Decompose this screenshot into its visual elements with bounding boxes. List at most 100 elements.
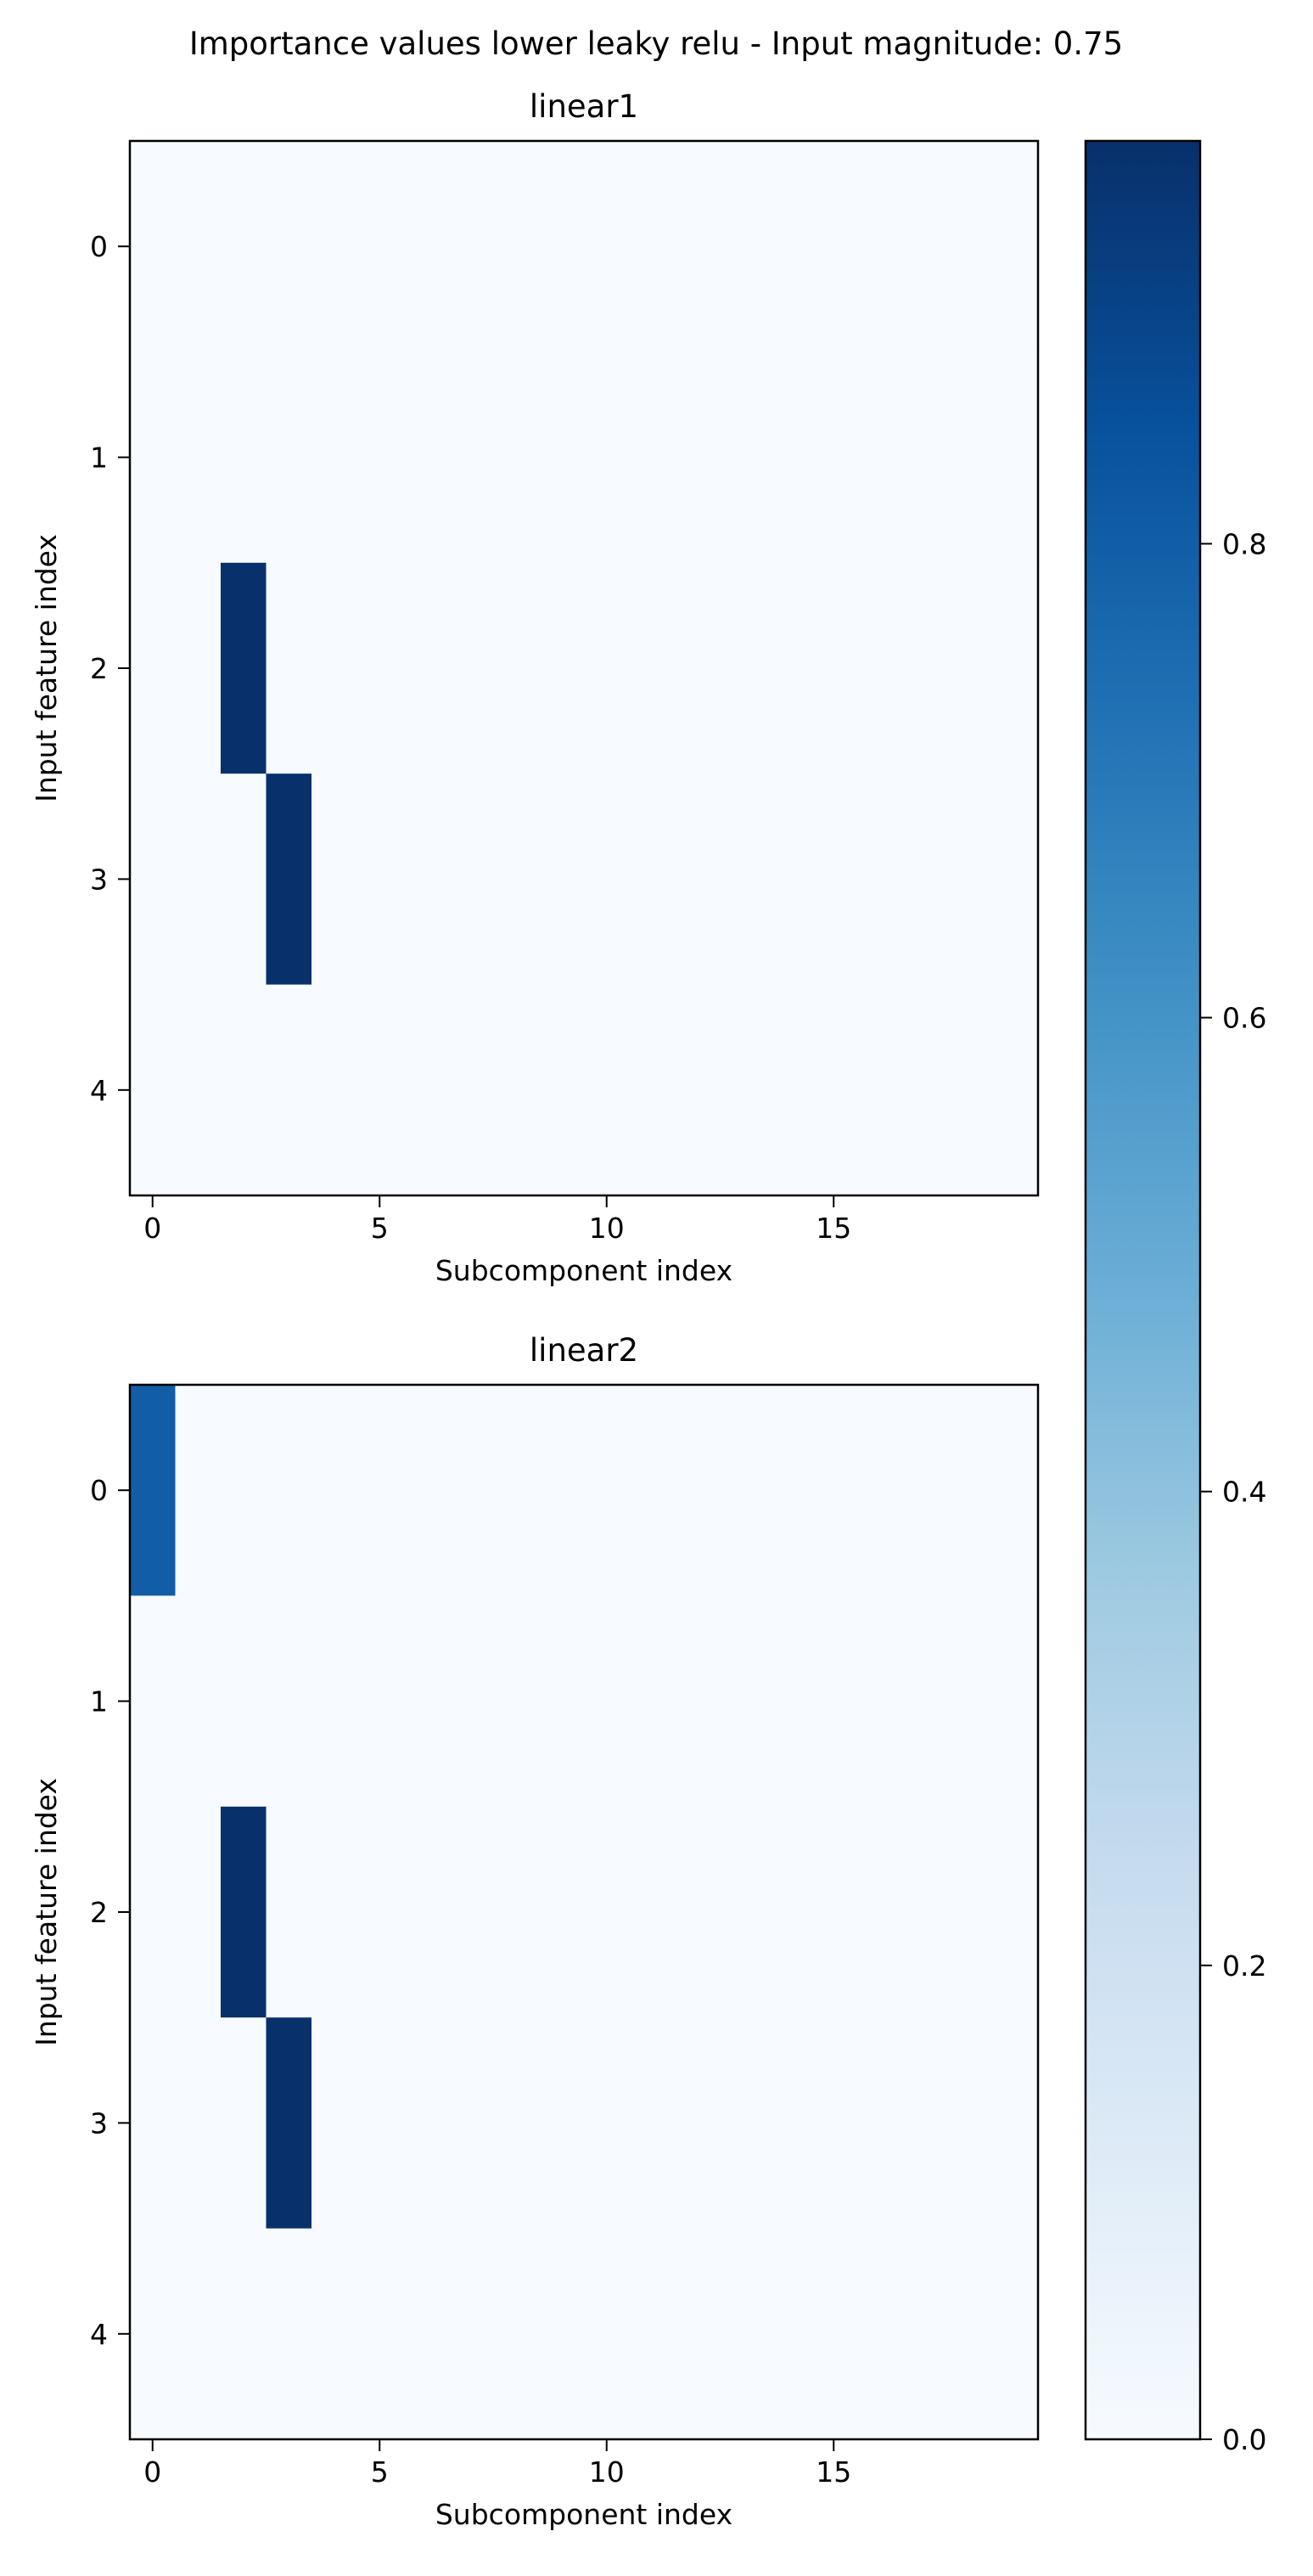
heatmap-cell [266,1595,312,1808]
heatmap-cell [538,562,585,774]
heatmap-cell [356,562,403,774]
y-tick-label: 2 [90,652,108,685]
heatmap-cell [720,352,766,564]
heatmap-cell [629,562,676,774]
heatmap-cell [992,562,1039,774]
heatmap-cell [311,562,358,774]
heatmap-cell [947,2228,994,2440]
heatmap-cell [356,352,403,564]
heatmap-cell [266,984,312,1196]
figure-title: Importance values lower leaky relu - Inp… [189,25,1123,62]
heatmap-cell [175,1595,222,1808]
heatmap-cell [402,773,449,986]
heatmap-cell [901,2017,948,2230]
heatmap-cell [538,141,585,352]
heatmap-cell [493,141,540,352]
heatmap-cell [538,2017,585,2230]
heatmap-cell [130,562,177,774]
heatmap-cell [947,562,994,774]
heatmap-cell [311,352,358,564]
heatmap-cell [675,2017,721,2230]
heatmap-cell [130,2228,177,2440]
heatmap-cell [356,1806,403,2018]
heatmap-cell [811,1595,857,1808]
heatmap-cell [402,2017,449,2230]
heatmap-cell [675,562,721,774]
heatmap-cell [493,984,540,1196]
heatmap-cell [766,2228,812,2440]
heatmap-cell [720,984,766,1196]
x-tick-label: 5 [371,2455,389,2489]
colorbar-tick-label: 0.6 [1222,1002,1266,1035]
heatmap-cell [356,773,403,986]
heatmap-cell [538,984,585,1196]
heatmap-cell [447,352,494,564]
heatmap-cell [175,773,222,986]
heatmap-cell [901,984,948,1196]
heatmap-cell [992,2228,1039,2440]
heatmap-cell [856,562,903,774]
x-axis-label: Subcomponent index [435,2498,732,2531]
heatmap-cell [493,562,540,774]
heatmap-cell [720,141,766,352]
heatmap-cell [584,984,631,1196]
heatmap-cell [584,1385,631,1596]
heatmap-cell [675,1385,721,1596]
heatmap-cell [356,2228,403,2440]
heatmap-cell [901,141,948,352]
heatmap-cell [766,2017,812,2230]
heatmap-cell [311,773,358,986]
heatmap-cell [947,2017,994,2230]
heatmap-cell [856,1385,903,1596]
heatmap-cell [447,1595,494,1808]
heatmap-cell [266,562,312,774]
heatmap-cell [221,1385,267,1596]
panel-title: linear1 [530,88,638,125]
heatmap-cell [447,773,494,986]
heatmap-cell [992,1385,1039,1596]
heatmap-cell [130,141,177,352]
y-tick-label: 0 [90,230,108,263]
x-tick-label: 15 [816,2455,851,2489]
heatmap-cell [266,141,312,352]
heatmap-cell [675,1595,721,1808]
heatmap-cell [221,773,267,986]
colorbar-gradient [1086,141,1200,2439]
heatmap-cell [766,1806,812,2018]
panel-title: linear2 [530,1332,638,1369]
y-tick-label: 3 [90,2106,108,2140]
heatmap-cell [947,352,994,564]
heatmap-cell [311,2017,358,2230]
heatmap-cell [766,562,812,774]
heatmap-cell [493,352,540,564]
y-tick-label: 1 [90,1685,108,1718]
heatmap-cell [402,984,449,1196]
heatmap-cell [766,773,812,986]
heatmap-cell-highlight [221,1806,267,2018]
y-axis-label: Input feature index [30,1778,63,2046]
heatmap-cell [901,1385,948,1596]
heatmap-cell [311,141,358,352]
heatmap-cell [901,1806,948,2018]
heatmap-cell [584,2017,631,2230]
heatmap-cell [629,1385,676,1596]
heatmap-cell [901,562,948,774]
heatmap-cell [356,2017,403,2230]
y-tick-label: 3 [90,863,108,896]
heatmap-cell [811,1385,857,1596]
heatmap-cell [675,1806,721,2018]
heatmap-cell [811,984,857,1196]
heatmap-cell [356,984,403,1196]
y-tick-label: 0 [90,1474,108,1507]
heatmap-cell [992,773,1039,986]
heatmap-cell [766,352,812,564]
heatmap-cell [584,1595,631,1808]
heatmap-cell [175,1806,222,2018]
heatmap-cell [675,352,721,564]
heatmap-cell [629,1595,676,1808]
heatmap-cell [402,2228,449,2440]
heatmap-cell [538,352,585,564]
x-axis-label: Subcomponent index [435,1254,732,1287]
heatmap-cell [675,773,721,986]
